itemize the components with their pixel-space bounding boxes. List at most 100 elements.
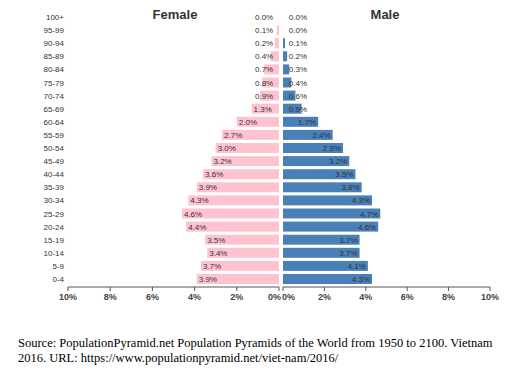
data-label: 1.3% [254,105,272,114]
tick-label: 8% [442,292,455,302]
data-label: 0.0% [289,13,307,22]
data-label: 4.1% [348,262,366,271]
tick-label: 4% [188,292,201,302]
data-label: 4.4% [188,223,206,232]
data-label: 0.2% [289,52,307,61]
bar [207,248,279,258]
age-label: 100+ [46,13,64,22]
data-label: 3.7% [203,262,221,271]
bar [216,143,279,153]
data-label: 0.6% [289,92,307,101]
tick [68,287,69,291]
tick [110,287,111,291]
tick [365,287,366,291]
data-label: 4.6% [358,223,376,232]
data-label: 0.4% [289,79,307,88]
age-label: 30-34 [44,196,65,205]
bar [283,12,284,22]
data-label: 4.3% [190,196,208,205]
data-label: 0.9% [289,105,307,114]
source-note: Source: PopulationPyramid.net Population… [18,336,503,366]
age-label: 60-64 [44,118,65,127]
bar [283,25,284,35]
data-label: 3.4% [209,249,227,258]
data-label: 0.8% [255,79,273,88]
tick [448,287,449,291]
x-axis [68,287,279,288]
data-label: 0.0% [289,26,307,35]
bar [279,12,280,22]
bar [283,156,349,166]
chart: 0-45-910-1415-1920-2425-2930-3435-3940-4… [0,0,518,330]
data-label: 0.3% [289,65,307,74]
age-label: 15-19 [44,236,65,245]
age-label: 45-49 [44,157,65,166]
data-label: 2.4% [312,131,330,140]
tick-label: 2% [318,292,331,302]
age-label: 50-54 [44,144,65,153]
tick-label: 0% [268,292,281,302]
bar [252,104,279,114]
bar [283,182,362,192]
age-label: 10-14 [44,249,65,258]
tick [407,287,408,291]
data-label: 3.5% [207,236,225,245]
bar [275,38,279,48]
data-label: 4.7% [360,210,378,219]
bar-group [283,38,380,284]
bar [283,235,360,245]
data-label: 0.2% [255,39,273,48]
age-label: 85-89 [44,52,65,61]
bar [283,261,368,271]
bar [197,274,279,284]
age-label: 65-69 [44,105,65,114]
data-label: 3.7% [339,249,357,258]
bar [201,261,279,271]
age-label: 90-94 [44,39,65,48]
bar [283,143,343,153]
age-label: 55-59 [44,131,65,140]
bar [283,130,333,140]
tick [283,287,284,291]
bar [203,169,279,179]
tick-label: 2% [230,292,243,302]
tick [236,287,237,291]
bar [283,222,378,232]
age-label: 70-74 [44,92,65,101]
bar [211,156,279,166]
bar [283,248,360,258]
data-label: 4.3% [352,196,370,205]
tick-label: 6% [401,292,414,302]
bar [205,235,279,245]
age-label: 75-79 [44,79,65,88]
bar [283,195,372,205]
bar [283,274,372,284]
x-axis [283,287,490,288]
age-label: 95-99 [44,26,65,35]
bar [283,169,355,179]
bar [283,209,380,219]
tick-label: 10% [481,292,499,302]
data-label: 4.6% [184,210,202,219]
bar [197,182,279,192]
age-label: 25-29 [44,210,65,219]
data-label: 0.7% [255,65,273,74]
data-label: 3.5% [335,170,353,179]
data-label: 3.9% [199,275,217,284]
data-label: 3.2% [329,157,347,166]
tick [152,287,153,291]
age-label: 20-24 [44,223,65,232]
tick [324,287,325,291]
data-label: 3.8% [341,183,359,192]
data-label: 3.2% [213,157,231,166]
series-name: Female [153,7,198,22]
bar [277,25,279,35]
age-label: 5-9 [52,262,64,271]
tick-label: 6% [146,292,159,302]
tick [490,287,491,291]
bar [222,130,279,140]
data-label: 2.7% [224,131,242,140]
age-label: 35-39 [44,183,65,192]
data-label: 3.7% [339,236,357,245]
age-label: 0-4 [52,275,64,284]
